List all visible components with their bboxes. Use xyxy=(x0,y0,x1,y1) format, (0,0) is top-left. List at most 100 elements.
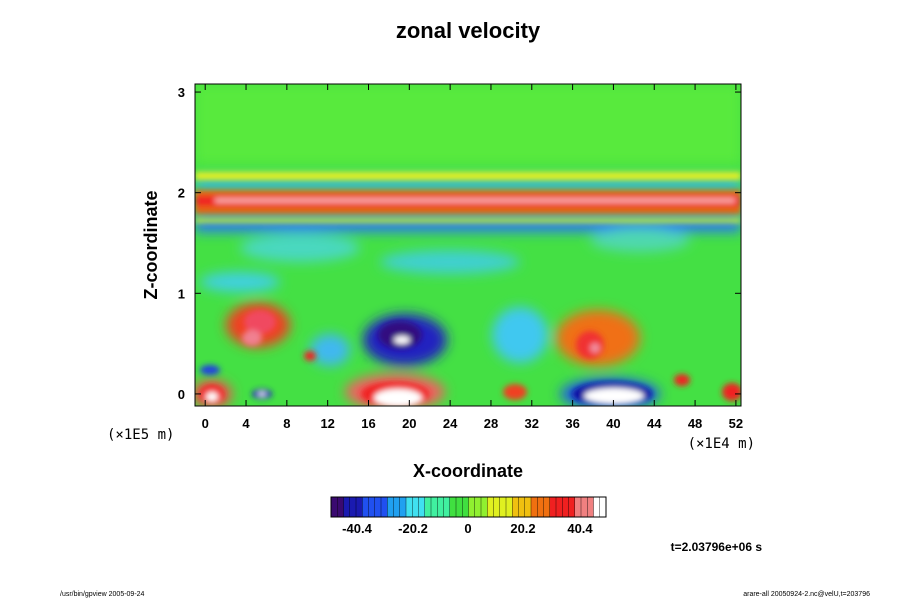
colorbar-tick-label: 0 xyxy=(464,521,471,536)
colorbar-swatch xyxy=(524,497,532,517)
core xyxy=(503,384,527,400)
x-tick-label: 8 xyxy=(283,416,290,431)
x-tick-label: 36 xyxy=(565,416,579,431)
colorbar-swatch xyxy=(431,497,438,517)
colorbar-swatch xyxy=(393,497,401,517)
x-axis-title: X-coordinate xyxy=(413,461,523,481)
cyan-patch xyxy=(590,228,690,252)
x-tick-label: 16 xyxy=(361,416,375,431)
colorbar-swatch xyxy=(368,497,376,517)
colorbar-swatch xyxy=(487,497,494,517)
colorbar-swatch xyxy=(331,497,338,517)
x-tick-label: 48 xyxy=(688,416,702,431)
x-tick-label: 0 xyxy=(202,416,209,431)
x-unit-label: (×1E4 m) xyxy=(688,436,755,452)
cyan-eddy xyxy=(310,334,350,366)
colorbar-swatch xyxy=(356,497,363,517)
core xyxy=(576,331,604,359)
colorbar-swatch xyxy=(593,497,601,517)
colorbar-swatch xyxy=(518,497,526,517)
footer-right: arare-all 20050924-2.nc@velU,t=203796 xyxy=(743,591,870,598)
colorbar-swatch xyxy=(406,497,413,517)
x-tick-label: 40 xyxy=(606,416,620,431)
colorbar-swatch xyxy=(374,497,382,517)
time-label: t=2.03796e+06 s xyxy=(671,540,763,554)
colorbar-swatch xyxy=(512,497,519,517)
colorbar-swatch xyxy=(493,497,501,517)
colorbar-swatch xyxy=(349,497,357,517)
colorbar-swatch xyxy=(462,497,469,517)
colorbar-swatch xyxy=(387,497,394,517)
colorbar-swatch xyxy=(556,497,563,517)
colorbar-swatch xyxy=(381,497,388,517)
cyan-patch xyxy=(380,250,520,274)
core xyxy=(206,392,218,402)
x-axis: 0 4 8 12 16 20 24 28 32 36 40 44 48 52 xyxy=(202,84,743,431)
core xyxy=(674,374,690,386)
colorbar-swatch xyxy=(437,497,444,517)
colorbar-swatch xyxy=(562,497,569,517)
x-tick-label: 52 xyxy=(729,416,743,431)
colorbar-swatch xyxy=(531,497,538,517)
colorbar-swatch xyxy=(599,497,607,517)
x-tick-label: 4 xyxy=(242,416,250,431)
heatmap-plot xyxy=(195,84,741,406)
colorbar-frame xyxy=(330,496,607,518)
core xyxy=(258,392,266,396)
colorbar-swatch xyxy=(418,497,426,517)
x-tick-label: 12 xyxy=(320,416,334,431)
upper-region xyxy=(195,84,741,164)
x-tick-label: 20 xyxy=(402,416,416,431)
colorbar-swatch xyxy=(474,497,482,517)
x-tick-label: 32 xyxy=(525,416,539,431)
cyan-patch xyxy=(200,272,280,292)
x-tick-label: 44 xyxy=(647,416,662,431)
colorbar-swatch xyxy=(362,497,369,517)
colorbar-tick-label: 20.2 xyxy=(510,521,535,536)
colorbar-swatch xyxy=(399,497,407,517)
colorbar-tick-label: -40.4 xyxy=(342,521,372,536)
core xyxy=(584,388,644,404)
footer-left: /usr/bin/gpview 2005-09-24 xyxy=(60,591,145,598)
colorbar-swatch xyxy=(506,497,513,517)
core xyxy=(200,365,220,375)
yellow-band xyxy=(195,218,741,223)
colorbar-swatch xyxy=(574,497,582,517)
colorbar-swatch xyxy=(456,497,463,517)
y-tick-label: 0 xyxy=(178,387,185,402)
core xyxy=(244,310,276,334)
cyan-patch xyxy=(240,234,360,262)
colorbar: -40.4 -20.2 0 20.2 40.4 xyxy=(330,496,607,536)
colorbar-swatch xyxy=(343,497,351,517)
y-unit-label: (×1E5 m) xyxy=(107,427,174,443)
core xyxy=(374,389,422,406)
colorbar-swatch xyxy=(449,497,457,517)
colorbar-swatch xyxy=(468,497,476,517)
core xyxy=(242,330,262,346)
cyan-eddy xyxy=(492,307,548,363)
core xyxy=(722,383,741,401)
colorbar-tick-label: -20.2 xyxy=(398,521,428,536)
neg-band-upper xyxy=(195,178,741,190)
core xyxy=(378,321,422,349)
colorbar-swatch xyxy=(549,497,557,517)
colorbar-swatch xyxy=(543,497,551,517)
chart-title: zonal velocity xyxy=(396,18,541,43)
y-tick-label: 3 xyxy=(178,85,185,100)
colorbar-swatch xyxy=(537,497,544,517)
core xyxy=(304,351,316,361)
y-tick-label: 2 xyxy=(178,186,185,201)
y-tick-label: 1 xyxy=(178,286,185,301)
colorbar-swatch xyxy=(581,497,588,517)
yellow-band xyxy=(195,172,741,180)
x-tick-label: 24 xyxy=(443,416,458,431)
colorbar-swatch xyxy=(443,497,451,517)
colorbar-swatch xyxy=(499,497,507,517)
x-tick-label: 28 xyxy=(484,416,498,431)
colorbar-tick-label: 40.4 xyxy=(567,521,593,536)
colorbar-swatch xyxy=(337,497,344,517)
jet-peak xyxy=(215,199,735,202)
colorbar-swatch xyxy=(424,497,432,517)
plot-frame xyxy=(194,83,742,407)
